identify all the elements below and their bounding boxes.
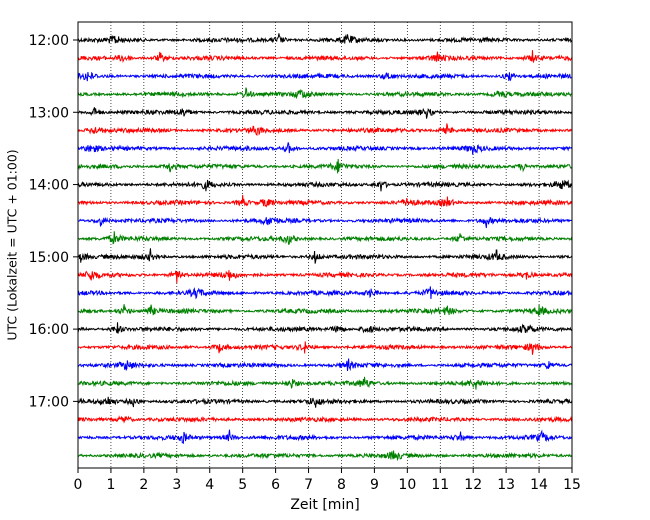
- x-axis-ticks: 0 1 2 3 4 5 6 7 8 9 10 11 12 13 14 15: [74, 468, 581, 493]
- seismic-trace-17:45: [77, 450, 573, 462]
- y-axis-label: UTC (Lokalzeit = UTC + 01:00): [4, 149, 19, 340]
- x-tick-label: 14: [530, 477, 548, 493]
- y-tick-label: 14:00: [29, 178, 69, 194]
- x-tick-label: 0: [74, 477, 83, 493]
- x-axis-label: Zeit [min]: [290, 497, 359, 513]
- x-tick-label: 10: [398, 477, 416, 493]
- seismic-traces: [77, 33, 573, 462]
- seismic-trace-16:45: [77, 376, 573, 390]
- x-tick-label: 11: [431, 477, 449, 493]
- plot-frame: [77, 21, 573, 469]
- x-tick-label: 2: [139, 477, 148, 493]
- seismic-trace-17:00: [77, 396, 573, 408]
- x-tick-label: 6: [271, 477, 280, 493]
- seismic-trace-13:45: [77, 159, 573, 174]
- y-axis-ticks: 12:00 13:00 14:00 15:00 16:00 17:00: [29, 33, 78, 410]
- seismic-trace-16:30: [77, 358, 573, 372]
- seismic-trace-17:30: [77, 429, 573, 445]
- y-tick-label: 13:00: [29, 105, 69, 121]
- seismic-trace-12:15: [77, 50, 573, 64]
- seismic-trace-14:45: [77, 231, 573, 245]
- x-tick-label: 9: [370, 477, 379, 493]
- seismic-trace-15:45: [77, 304, 573, 316]
- seismic-trace-14:00: [77, 179, 573, 192]
- seismic-trace-12:45: [77, 87, 573, 100]
- seismic-trace-14:15: [77, 194, 573, 208]
- seismic-trace-15:00: [77, 248, 573, 264]
- grid-lines: [110, 22, 540, 468]
- x-tick-label: 8: [337, 477, 346, 493]
- y-tick-label: 17:00: [29, 394, 69, 410]
- x-tick-label: 12: [464, 477, 482, 493]
- x-tick-label: 15: [563, 477, 581, 493]
- x-tick-label: 7: [304, 477, 313, 493]
- x-tick-label: 5: [238, 477, 247, 493]
- seismic-trace-12:00: [77, 33, 573, 44]
- seismic-trace-12:30: [77, 71, 573, 82]
- seismic-trace-13:00: [77, 107, 573, 119]
- seismic-trace-16:00: [77, 322, 573, 334]
- seismic-trace-15:30: [77, 286, 573, 300]
- seismic-trace-15:15: [77, 270, 573, 284]
- seismic-trace-16:15: [77, 341, 573, 355]
- y-tick-label: 16:00: [29, 322, 69, 338]
- y-tick-label: 15:00: [29, 250, 69, 266]
- x-tick-label: 13: [497, 477, 515, 493]
- seismic-trace-13:30: [77, 142, 573, 155]
- x-tick-label: 4: [205, 477, 214, 493]
- seismic-trace-14:30: [77, 216, 573, 229]
- y-tick-label: 12:00: [29, 33, 69, 49]
- x-tick-label: 3: [172, 477, 181, 493]
- seismic-trace-13:15: [77, 123, 573, 136]
- seismic-trace-17:15: [77, 415, 573, 424]
- x-tick-label: 1: [106, 477, 115, 493]
